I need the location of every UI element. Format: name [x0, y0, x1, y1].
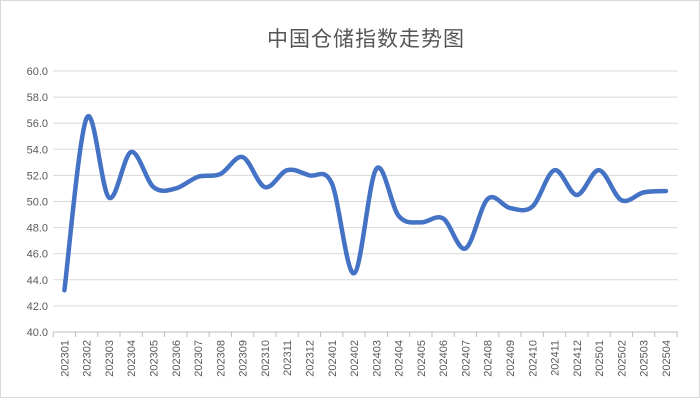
x-axis-tick-label: 202304: [126, 340, 138, 377]
y-axis-tick-label: 44.0: [27, 275, 48, 287]
x-axis-tick-label: 202312: [304, 340, 316, 377]
x-axis-tick-label: 202412: [572, 340, 584, 377]
x-axis-tick-label: 202402: [349, 340, 361, 377]
x-axis-tick-label: 202310: [260, 340, 272, 377]
x-axis-tick-label: 202311: [282, 340, 294, 376]
x-axis-tick-label: 202406: [438, 340, 450, 377]
x-axis-tick-label: 202302: [82, 340, 94, 377]
y-axis-tick-label: 52.0: [27, 170, 48, 182]
x-axis-tick-label: 202307: [193, 340, 205, 377]
x-axis-tick-label: 202306: [171, 340, 183, 377]
x-axis-tick-label: 202301: [59, 340, 71, 377]
x-axis-tick-label: 202504: [661, 340, 673, 377]
chart-title: 中国仓储指数走势图: [267, 27, 465, 51]
x-axis-tick-label: 202305: [149, 340, 161, 377]
x-axis-tick-label: 202401: [327, 340, 339, 377]
x-axis-tick-label: 202503: [639, 340, 651, 377]
x-axis-tick-label: 202409: [505, 340, 517, 377]
y-axis-tick-label: 48.0: [27, 223, 48, 235]
y-axis-tick-label: 46.0: [27, 249, 48, 261]
y-axis-tick-label: 54.0: [27, 144, 48, 156]
x-axis-tick-label: 202411: [550, 340, 562, 376]
y-axis-tick-label: 50.0: [27, 197, 48, 209]
y-axis-tick-label: 40.0: [27, 327, 48, 339]
x-axis-tick-label: 202404: [394, 340, 406, 377]
x-axis-tick-label: 202308: [215, 340, 227, 377]
x-axis-tick-label: 202410: [527, 340, 539, 377]
x-axis-tick-label: 202501: [594, 340, 606, 377]
y-axis-tick-label: 60.0: [27, 66, 48, 78]
y-axis-tick-label: 56.0: [27, 118, 48, 130]
x-axis-tick-label: 202309: [238, 340, 250, 377]
y-axis-tick-label: 58.0: [27, 92, 48, 104]
x-axis-tick-label: 202407: [460, 340, 472, 377]
x-axis-tick-label: 202502: [616, 340, 628, 377]
x-axis-tick-label: 202303: [104, 340, 116, 377]
x-axis-tick-label: 202405: [416, 340, 428, 377]
x-axis-tick-label: 202403: [371, 340, 383, 377]
x-axis-tick-label: 202408: [483, 340, 495, 377]
series-line: [62, 113, 669, 293]
y-axis-tick-label: 42.0: [27, 301, 48, 313]
